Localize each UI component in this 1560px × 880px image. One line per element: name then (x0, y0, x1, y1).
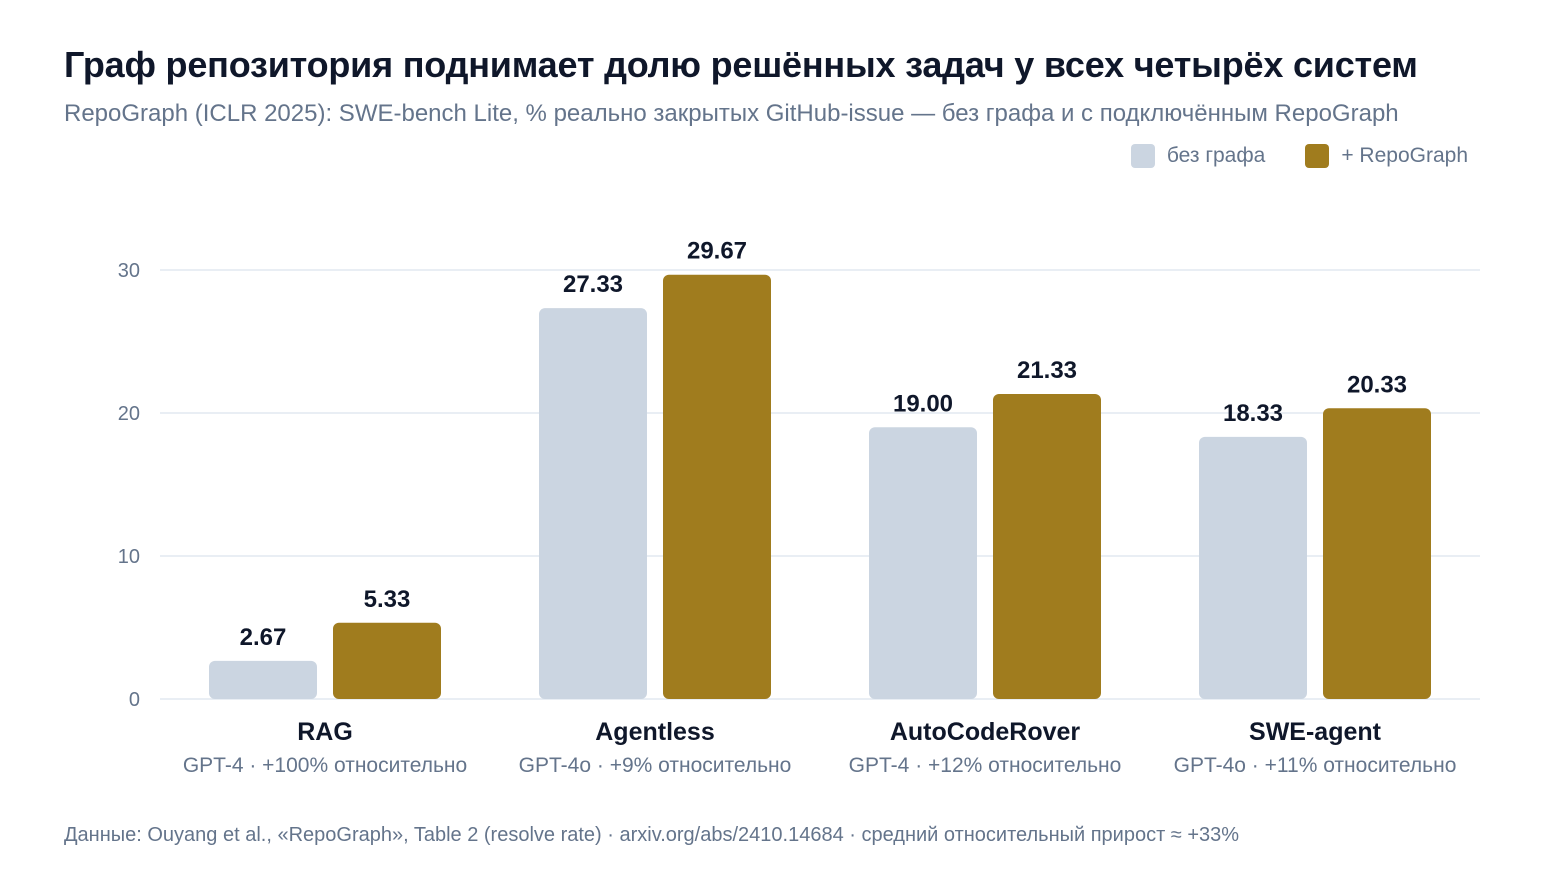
x-category-sublabel: GPT-4o · +9% относительно (519, 754, 792, 777)
legend-label-baseline: без графа (1166, 144, 1266, 167)
chart-subtitle: RepoGraph (ICLR 2025): SWE-bench Lite, %… (64, 100, 1399, 127)
bar-repograph (333, 622, 441, 699)
source-footnote: Данные: Ouyang et al., «RepoGraph», Tabl… (64, 824, 1240, 846)
bar-repograph (993, 393, 1101, 699)
data-label: 2.67 (240, 624, 287, 651)
data-label: 20.33 (1347, 371, 1407, 398)
x-category-sublabel: GPT-4 · +100% относительно (183, 754, 467, 777)
legend-swatch-repograph (1305, 144, 1330, 168)
x-category-label: AutoCodeRover (890, 718, 1081, 746)
y-tick-label: 20 (118, 403, 140, 425)
x-category-label: SWE-agent (1249, 718, 1382, 746)
data-label: 29.67 (687, 238, 747, 265)
legend-label-repograph: + RepoGraph (1341, 144, 1468, 167)
x-category-label: Agentless (595, 718, 714, 746)
legend: без графа + RepoGraph (1130, 144, 1468, 168)
data-label: 18.33 (1223, 400, 1283, 427)
bar-baseline (1199, 436, 1307, 699)
chart-title: Граф репозитория поднимает долю решённых… (64, 44, 1418, 85)
bar-repograph (663, 274, 771, 699)
x-category-sublabel: GPT-4 · +12% относительно (849, 754, 1122, 777)
bar-baseline (209, 660, 317, 699)
legend-swatch-baseline (1130, 144, 1155, 168)
bar-baseline (539, 308, 647, 699)
y-tick-label: 0 (129, 689, 140, 711)
data-label: 27.33 (563, 271, 623, 298)
bar-baseline (869, 427, 977, 699)
y-tick-label: 30 (118, 260, 140, 282)
y-tick-label: 10 (118, 546, 140, 568)
data-label: 19.00 (893, 390, 953, 417)
bar-repograph (1323, 408, 1431, 699)
legend-item-baseline: без графа (1130, 144, 1266, 168)
x-category-label: RAG (297, 718, 353, 746)
x-category-sublabel: GPT-4o · +11% относительно (1174, 754, 1457, 777)
data-label: 21.33 (1017, 357, 1077, 384)
legend-item-repograph: + RepoGraph (1305, 144, 1468, 168)
data-label: 5.33 (364, 586, 411, 613)
